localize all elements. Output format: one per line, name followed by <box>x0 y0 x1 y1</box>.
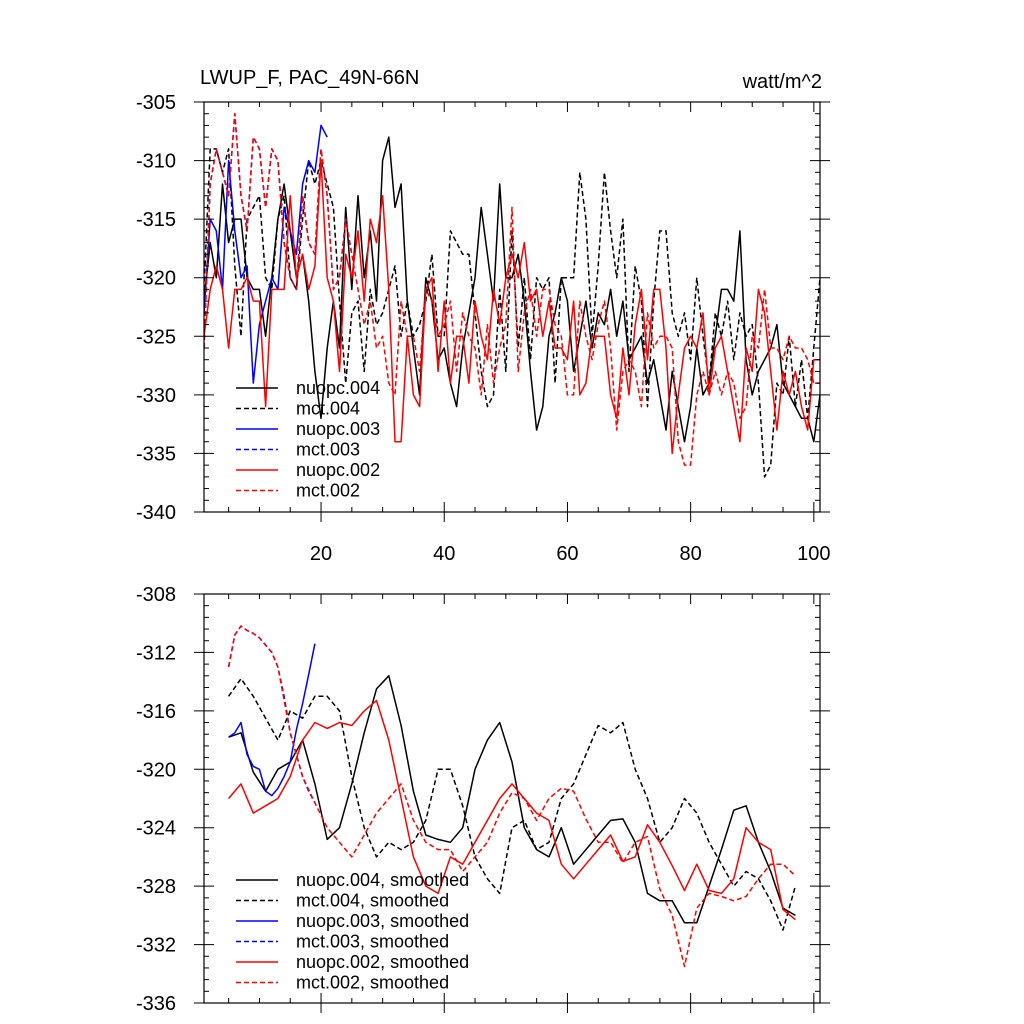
y-tick-label: -332 <box>136 935 176 957</box>
legend-label: nuopc.004 <box>296 378 380 398</box>
y-tick-label: -315 <box>136 209 176 231</box>
x-tick-label: 80 <box>680 543 702 565</box>
x-tick-label: 100 <box>797 543 830 565</box>
series-line-nuopc-004-smoothed <box>228 675 796 924</box>
series-line-mct-004 <box>204 148 820 478</box>
legend-label: mct.002 <box>296 481 360 501</box>
series-line-mct-002-smoothed <box>227 625 796 968</box>
legend-label: mct.004, smoothed <box>296 891 449 911</box>
x-tick-label: 40 <box>433 543 455 565</box>
y-tick-label: -316 <box>136 701 176 723</box>
legend-label: mct.002, smoothed <box>296 973 449 993</box>
legend-label: nuopc.003, smoothed <box>296 911 469 931</box>
y-tick-label: -308 <box>136 584 176 606</box>
y-tick-label: -305 <box>136 92 176 114</box>
top-panel: 20 40 60 80 100 -340 -335 -330 -325 -320 -315 -310 -… <box>136 92 831 565</box>
y-tick-label: -320 <box>136 268 176 290</box>
y-tick-label: -324 <box>136 818 176 840</box>
y-tick-label: -330 <box>136 385 176 407</box>
series-line-nuopc-002 <box>204 159 820 455</box>
legend-label: mct.003 <box>296 440 360 460</box>
legend-label: nuopc.002 <box>296 460 380 480</box>
y-tick-label: -325 <box>136 326 176 348</box>
legend-label: nuopc.004, smoothed <box>296 870 469 890</box>
legend-label: nuopc.002, smoothed <box>296 952 469 972</box>
series-line-mct-004-smoothed <box>227 677 797 931</box>
series-line-nuopc-004 <box>204 136 820 443</box>
y-tick-label: -310 <box>136 151 176 173</box>
series-line-nuopc-002-smoothed <box>228 699 796 921</box>
y-tick-label: -320 <box>136 759 176 781</box>
series-line-nuopc-003 <box>204 124 328 384</box>
y-tick-label: -340 <box>136 502 176 524</box>
series-line-nuopc-003-smoothed <box>228 643 316 797</box>
plot-frame <box>203 593 821 1004</box>
legend-label: mct.003, smoothed <box>296 932 449 952</box>
x-tick-label: 20 <box>310 543 332 565</box>
chart-title: LWUP_F, PAC_49N-66N <box>200 67 419 89</box>
legend-label: nuopc.003 <box>296 419 380 439</box>
y-tick-label: -328 <box>136 876 176 898</box>
bottom-panel: -336 -332 -328 -324 -320 -316 -312 -308 nuopc.00… <box>136 584 830 1015</box>
units-label: watt/m^2 <box>742 71 822 93</box>
legend-label: mct.004 <box>296 399 360 419</box>
y-tick-label: -335 <box>136 443 176 465</box>
series-line-mct-002 <box>204 112 820 466</box>
plot-frame <box>203 101 821 513</box>
y-tick-label: -336 <box>136 993 176 1015</box>
x-tick-label: 60 <box>556 543 578 565</box>
y-tick-label: -312 <box>136 642 176 664</box>
